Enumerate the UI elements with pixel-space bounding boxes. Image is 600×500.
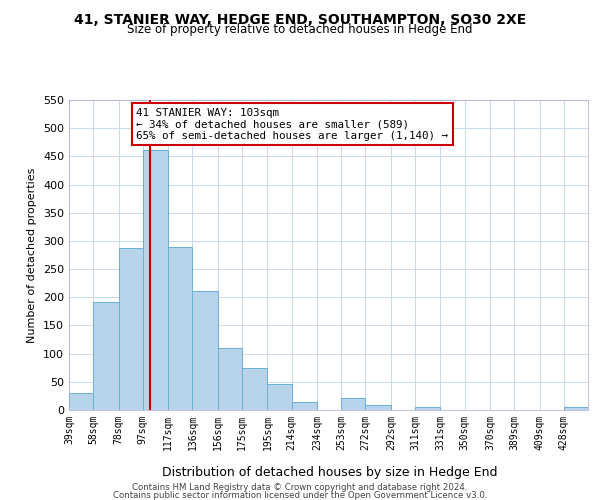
Bar: [341, 398, 365, 410]
Text: 41 STANIER WAY: 103sqm
← 34% of detached houses are smaller (589)
65% of semi-de: 41 STANIER WAY: 103sqm ← 34% of detached…: [136, 108, 448, 141]
Bar: [93, 302, 119, 410]
Text: 41, STANIER WAY, HEDGE END, SOUTHAMPTON, SO30 2XE: 41, STANIER WAY, HEDGE END, SOUTHAMPTON,…: [74, 12, 526, 26]
Bar: [415, 407, 440, 410]
Bar: [268, 384, 292, 410]
Text: Size of property relative to detached houses in Hedge End: Size of property relative to detached ho…: [127, 22, 473, 36]
Bar: [119, 248, 143, 410]
Bar: [365, 405, 391, 410]
Bar: [168, 246, 193, 410]
Bar: [564, 407, 588, 410]
Text: Contains public sector information licensed under the Open Government Licence v3: Contains public sector information licen…: [113, 490, 487, 500]
Text: Contains HM Land Registry data © Crown copyright and database right 2024.: Contains HM Land Registry data © Crown c…: [132, 483, 468, 492]
Bar: [218, 348, 242, 410]
Text: Distribution of detached houses by size in Hedge End: Distribution of detached houses by size …: [162, 466, 498, 479]
Y-axis label: Number of detached properties: Number of detached properties: [28, 168, 37, 342]
Bar: [69, 393, 93, 410]
Bar: [193, 290, 218, 410]
Bar: [242, 368, 268, 410]
Bar: [292, 402, 317, 410]
Bar: [143, 150, 168, 410]
